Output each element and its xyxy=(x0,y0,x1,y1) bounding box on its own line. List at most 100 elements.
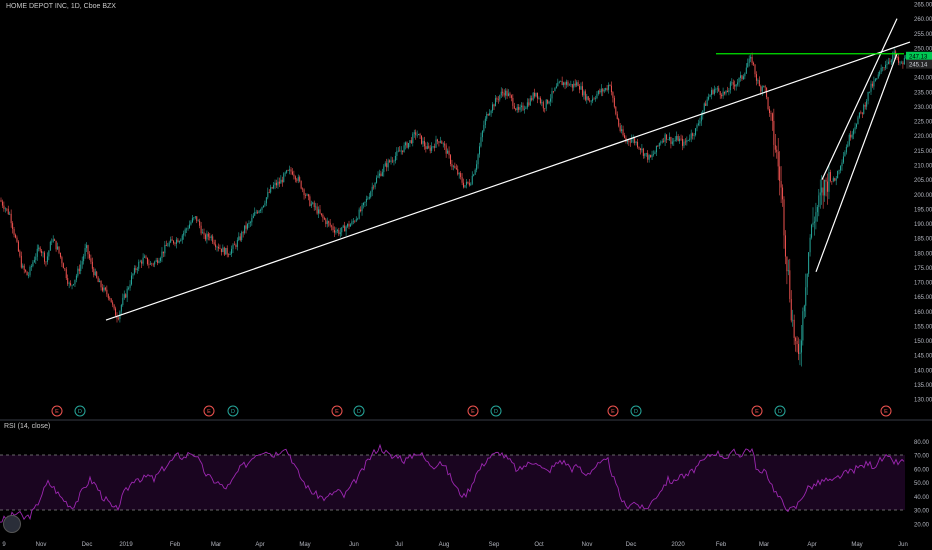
candle xyxy=(345,225,347,236)
candle xyxy=(682,135,683,151)
candle xyxy=(371,182,373,197)
candle xyxy=(583,89,585,100)
candle-body xyxy=(612,92,614,98)
tradingview-logo-icon[interactable] xyxy=(3,515,21,533)
dividend-marker: D xyxy=(353,405,365,417)
candle-body xyxy=(799,352,801,354)
candle xyxy=(225,247,227,255)
candle xyxy=(677,134,679,142)
candle xyxy=(213,239,215,246)
candle-body xyxy=(394,155,396,161)
candle-body xyxy=(164,244,166,254)
candle xyxy=(586,93,588,104)
candle xyxy=(73,283,74,286)
candle-body xyxy=(384,163,386,167)
candle xyxy=(378,169,380,179)
candle-body xyxy=(283,173,285,183)
candle-body xyxy=(596,94,598,99)
candle-body xyxy=(882,67,884,69)
candle-body xyxy=(193,217,195,219)
candle xyxy=(291,168,293,176)
candle xyxy=(62,262,64,269)
rsi-tick-label: 30.00 xyxy=(914,509,930,515)
candle-body xyxy=(696,125,698,129)
time-axis[interactable]: 9 Nov Dec 2019 Feb Mar Apr May Jun Jul Aug Sep Oct No… xyxy=(2,542,908,548)
candle xyxy=(49,240,51,251)
candle-body xyxy=(81,261,83,265)
candle xyxy=(238,232,240,242)
candle xyxy=(503,89,505,98)
candle xyxy=(484,116,486,129)
candle-body xyxy=(249,222,251,224)
candle-body xyxy=(302,188,304,190)
candle xyxy=(58,246,60,255)
candle-body xyxy=(55,240,57,250)
candle xyxy=(36,244,38,261)
price-axis[interactable]: 265.00260.00255.00250.00245.00240.00235.… xyxy=(906,3,932,404)
candle-body xyxy=(274,182,276,186)
candle-body xyxy=(68,283,70,284)
price-tick-label: 180.00 xyxy=(914,251,932,257)
candle xyxy=(236,237,238,251)
time-tick-label: 9 xyxy=(2,542,6,548)
candle xyxy=(639,147,641,155)
marker-circle xyxy=(880,405,892,417)
candle xyxy=(770,110,772,121)
earnings-marker: E xyxy=(751,405,763,417)
candle-body xyxy=(175,239,177,244)
candle-body xyxy=(705,103,707,106)
candle-body xyxy=(603,89,605,92)
candle xyxy=(28,272,30,279)
candle-body xyxy=(326,221,328,225)
candle xyxy=(827,173,828,205)
candle xyxy=(741,74,743,81)
candle-body xyxy=(20,255,22,268)
time-tick-label: Apr xyxy=(807,542,816,548)
candle-body xyxy=(528,102,530,106)
candle-body xyxy=(25,269,27,272)
candle-body xyxy=(628,140,630,142)
candle-body xyxy=(521,105,523,108)
candle-body xyxy=(57,246,59,250)
candle xyxy=(831,180,833,185)
candle-body xyxy=(655,145,657,153)
candle-body xyxy=(700,115,702,122)
candle xyxy=(0,197,2,203)
candle xyxy=(784,230,786,265)
candle-body xyxy=(432,146,434,147)
candle-body xyxy=(697,123,699,126)
candle xyxy=(486,111,488,122)
candle xyxy=(357,217,359,221)
candle-body xyxy=(541,102,543,104)
candle-body xyxy=(141,261,143,264)
candle-body xyxy=(418,133,420,136)
candle xyxy=(451,159,453,170)
earnings-marker: E xyxy=(331,405,343,417)
candle-body xyxy=(863,104,865,114)
candle-body xyxy=(338,230,340,235)
candle-body xyxy=(270,187,272,193)
candle-body xyxy=(38,247,40,249)
candle-body xyxy=(718,88,720,92)
candle-body xyxy=(806,273,808,288)
candle xyxy=(584,89,586,102)
candle xyxy=(525,106,527,110)
candle xyxy=(506,88,508,99)
candle-body xyxy=(347,223,349,227)
candle-body xyxy=(199,220,201,226)
candle xyxy=(516,104,518,113)
candle-body xyxy=(413,132,415,134)
candle-body xyxy=(421,135,422,144)
candle-body xyxy=(715,89,717,90)
candle xyxy=(492,102,494,114)
candle xyxy=(795,336,797,352)
candle-body xyxy=(168,242,170,246)
candle xyxy=(310,200,312,208)
candle-body xyxy=(869,91,871,93)
candle-body xyxy=(276,182,277,186)
candle xyxy=(508,89,509,97)
candle-body xyxy=(782,187,784,200)
candle-body xyxy=(361,205,363,212)
price-tick-label: 175.00 xyxy=(914,266,932,272)
